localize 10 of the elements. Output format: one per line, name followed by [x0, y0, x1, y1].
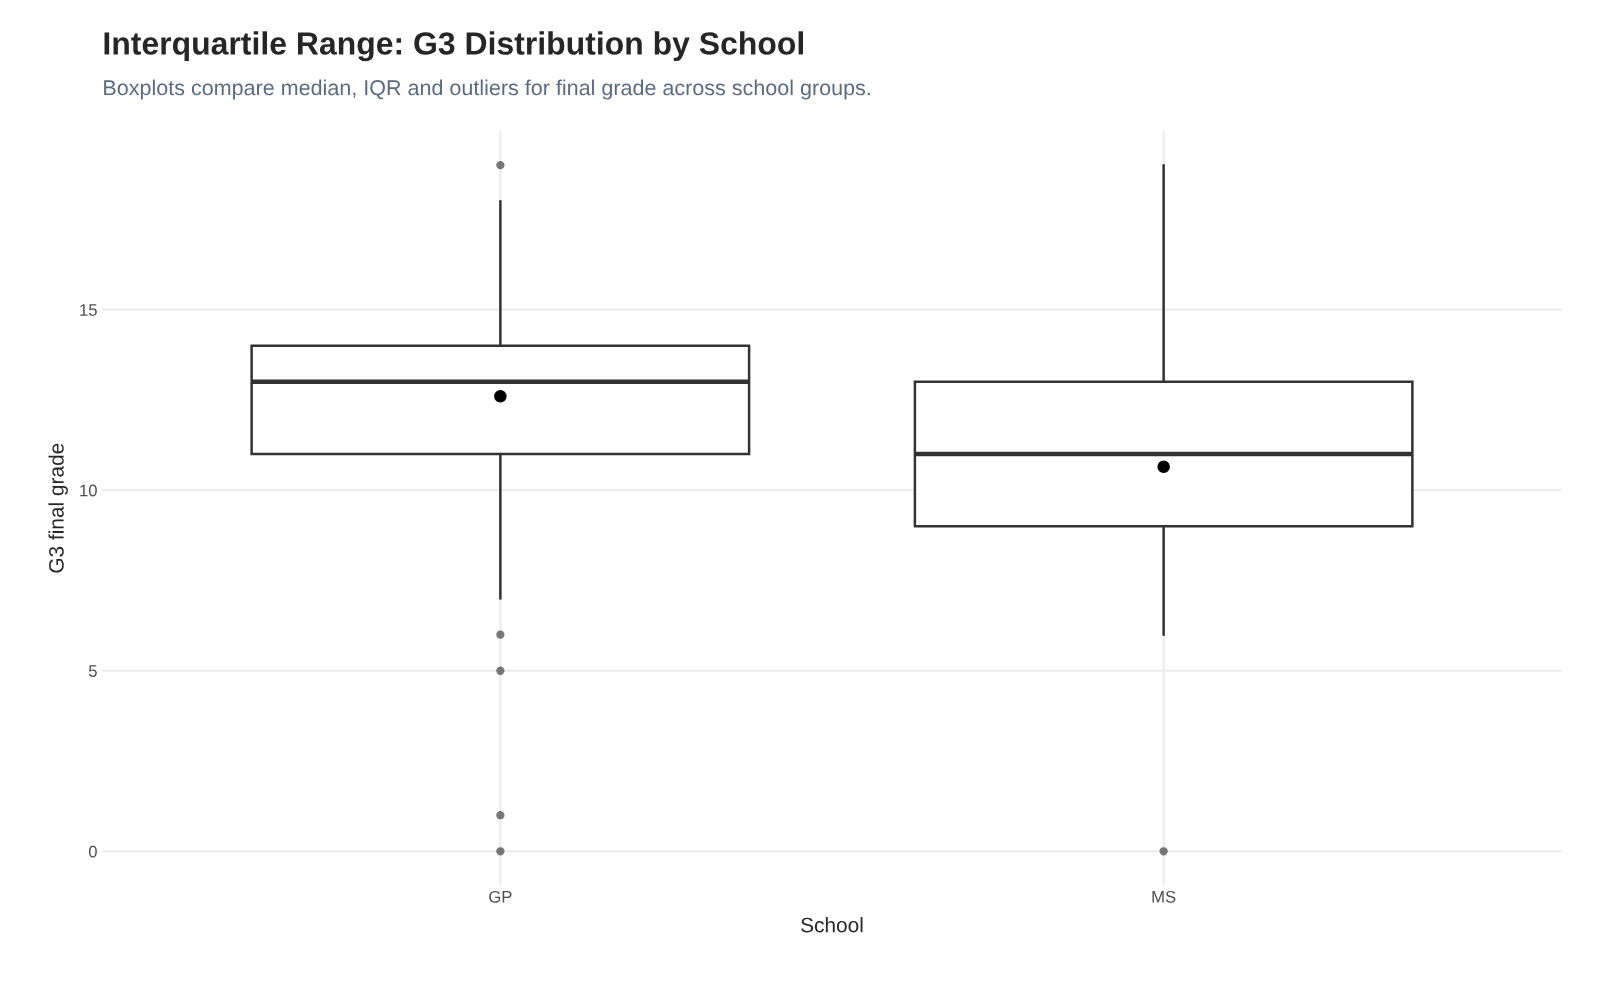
y-axis-title: G3 final grade: [48, 443, 68, 573]
x-tick-label: MS: [1152, 890, 1176, 903]
chart-subtitle: Boxplots compare median, IQR and outliers for final grade across school groups.: [104, 79, 870, 100]
chart-title: Interquartile Range: G3 Distribution by School: [104, 31, 803, 62]
x-tick-label: GP: [489, 890, 512, 903]
x-axis-title: School: [801, 917, 863, 933]
y-tick-label: 5: [88, 665, 97, 677]
y-tick-label: 0: [88, 845, 97, 858]
y-tick-label: 15: [80, 304, 97, 316]
y-tick-label: 10: [80, 484, 97, 497]
